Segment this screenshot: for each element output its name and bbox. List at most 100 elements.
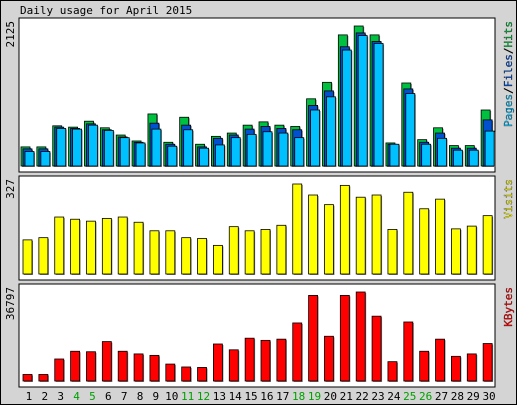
x-tick-label-day-19: 19	[308, 390, 321, 403]
x-tick-label-day-5: 5	[89, 390, 96, 403]
panel-visits: 327 Visits	[4, 175, 515, 281]
bar-kbytes-day-15	[244, 337, 255, 382]
bar-kbytes-day-23	[371, 315, 382, 382]
bar-kbytes-day-7	[117, 350, 128, 382]
bar-visits-day-5	[86, 220, 96, 275]
bar-pages-day-14	[230, 137, 241, 167]
x-tick-label-day-29: 29	[467, 390, 480, 403]
bar-kbytes-day-1	[22, 374, 33, 382]
bar-visits-day-23	[371, 194, 382, 275]
x-tick-label-day-2: 2	[41, 390, 48, 403]
bar-visits-day-22	[355, 196, 366, 275]
x-tick-label-day-7: 7	[121, 390, 128, 403]
bar-kbytes-day-28	[450, 355, 461, 382]
bar-pages-day-15	[246, 133, 257, 167]
bar-pages-day-22	[357, 35, 368, 167]
x-tick-label-day-10: 10	[165, 390, 178, 403]
bar-visits-day-30	[482, 215, 493, 275]
bar-pages-day-26	[421, 143, 432, 167]
x-tick-label-day-22: 22	[356, 390, 369, 403]
x-tick-label-day-23: 23	[371, 390, 384, 403]
bar-pages-day-20	[326, 96, 336, 167]
bar-visits-day-14	[228, 226, 239, 275]
bar-visits-day-10	[165, 230, 176, 275]
bar-pages-day-1	[24, 151, 35, 167]
bar-pages-day-23	[373, 43, 384, 167]
bar-visits-day-19	[308, 194, 319, 275]
bar-visits-day-21	[339, 184, 350, 275]
x-tick-label-day-8: 8	[137, 390, 144, 403]
bar-visits-day-26	[419, 208, 430, 275]
x-tick-label-day-21: 21	[340, 390, 353, 403]
bar-kbytes-day-17	[276, 338, 287, 382]
bar-kbytes-day-16	[260, 339, 271, 382]
bar-pages-day-18	[294, 137, 305, 167]
x-tick-label-day-28: 28	[451, 390, 464, 403]
bar-visits-day-29	[466, 225, 477, 275]
bar-kbytes-day-22	[355, 291, 366, 382]
panel-legend: Pages/Files/Hits	[502, 21, 515, 127]
bar-kbytes-day-4	[70, 350, 80, 382]
bar-kbytes-day-18	[292, 322, 303, 382]
legend-entry: Files	[502, 54, 515, 87]
bar-kbytes-day-14	[228, 349, 239, 382]
chart-title: Daily usage for April 2015	[20, 4, 192, 17]
bar-pages-day-28	[452, 149, 463, 167]
bar-visits-day-6	[101, 218, 112, 275]
x-tick-label-day-12: 12	[197, 390, 210, 403]
x-tick-label-day-24: 24	[387, 390, 401, 403]
bar-pages-day-6	[103, 130, 114, 167]
x-tick-label-day-1: 1	[26, 390, 33, 403]
bar-pages-day-29	[468, 149, 479, 167]
bar-pages-day-21	[341, 49, 352, 167]
bar-visits-day-3	[54, 216, 65, 275]
bar-visits-day-24	[387, 229, 398, 275]
bar-pages-day-3	[56, 128, 67, 167]
x-tick-label-day-4: 4	[73, 390, 80, 403]
bar-visits-day-9	[149, 230, 160, 275]
bar-visits-day-8	[133, 221, 144, 275]
bar-visits-day-7	[117, 216, 128, 275]
bar-pages-day-2	[40, 151, 51, 167]
bar-pages-day-13	[214, 144, 225, 167]
x-tick-label-day-9: 9	[153, 390, 160, 403]
bar-kbytes-day-2	[38, 374, 49, 382]
y-max-label: 327	[4, 179, 17, 199]
panel-frame	[18, 175, 496, 281]
bar-pages-day-27	[437, 137, 447, 167]
bar-visits-day-18	[292, 183, 303, 275]
legend-entry: Hits	[502, 21, 515, 48]
bar-kbytes-day-3	[54, 358, 65, 382]
bar-pages-day-16	[262, 131, 273, 167]
bar-pages-day-30	[484, 130, 495, 167]
x-axis-day-labels: 1 2 3 4 5 6 7 8 9 10 11 12 13 14 15 16 17 18 19 20 21 22 23 24 2…	[26, 390, 496, 403]
x-tick-label-day-13: 13	[213, 390, 226, 403]
legend-entry: Pages	[502, 94, 515, 127]
x-tick-label-day-14: 14	[229, 390, 243, 403]
bar-pages-day-8	[135, 142, 146, 167]
bar-kbytes-day-6	[101, 341, 112, 382]
bar-kbytes-day-20	[324, 335, 334, 382]
x-tick-label-day-15: 15	[244, 390, 257, 403]
bar-kbytes-day-10	[165, 363, 176, 382]
bar-kbytes-day-12	[197, 367, 207, 382]
x-tick-label-day-11: 11	[181, 390, 194, 403]
x-tick-label-day-26: 26	[419, 390, 432, 403]
bar-pages-day-17	[278, 132, 289, 167]
legend-entry: /	[502, 87, 515, 94]
legend-entry: KBytes	[502, 287, 515, 327]
bar-pages-day-5	[88, 124, 98, 167]
x-tick-label-day-18: 18	[292, 390, 305, 403]
panel-legend: Visits	[502, 179, 515, 219]
bar-pages-day-7	[119, 137, 130, 167]
bar-visits-day-28	[450, 228, 461, 275]
bar-visits-day-11	[181, 237, 192, 275]
bar-kbytes-day-30	[482, 343, 493, 382]
bar-pages-day-10	[167, 145, 178, 167]
bar-visits-day-20	[324, 204, 334, 275]
bar-kbytes-day-11	[181, 366, 192, 382]
bar-kbytes-day-25	[403, 321, 414, 382]
y-max-label: 2125	[4, 21, 17, 48]
